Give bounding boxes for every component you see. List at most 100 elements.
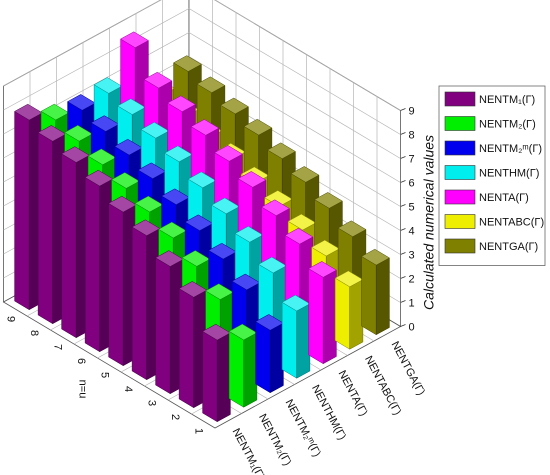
x-tick-label: 2 [169, 414, 181, 420]
z-tick-label: 6 [409, 178, 415, 190]
legend-swatch [444, 91, 476, 107]
legend-label: NENTHM(Γ) [479, 168, 539, 180]
legend-swatch [444, 189, 476, 205]
x-tick-label: 1 [192, 428, 204, 434]
z-tick-label: 0 [409, 322, 415, 334]
bar-face-top [164, 145, 193, 163]
legend-label: NENTM₂ᵐ(Γ) [479, 143, 542, 155]
series-axis-label: NENTA(Γ) [336, 369, 370, 419]
bar-face-front [131, 226, 147, 381]
bar-face-top [258, 256, 287, 274]
z-tick [400, 180, 406, 183]
legend-item: NENTM₂(Γ) [444, 116, 536, 131]
bar [131, 219, 161, 381]
legend-label: NENTM₁(Γ) [479, 94, 535, 106]
bar [308, 261, 337, 365]
bar [281, 294, 311, 379]
bar [334, 270, 364, 350]
bar-face-top [173, 55, 202, 72]
bar-face-front [228, 330, 244, 408]
bar-face-top [290, 166, 320, 183]
bar-face-top [334, 270, 364, 288]
legend-label: NENTM₂(Γ) [479, 119, 536, 131]
bar-face-front [281, 301, 297, 379]
bar-face-top [187, 171, 217, 189]
bar-face-top [120, 31, 149, 48]
z-tick-label: 2 [409, 274, 415, 286]
bar-face-top [261, 199, 290, 216]
z-tick [400, 132, 406, 135]
series-axis-label: NENTGA(Γ) [389, 340, 427, 398]
bar-face-side [375, 257, 390, 336]
bar-face-top [202, 323, 231, 341]
bar-face-top [155, 250, 184, 267]
z-tick [400, 156, 406, 159]
bar-face-front [155, 257, 171, 395]
legend: NENTM₁(Γ) NENTM₂(Γ) NENTM₂ᵐ(Γ) NENTHM(Γ) NEN… [438, 85, 546, 266]
bar-face-front [84, 176, 100, 353]
bar-face-top [64, 125, 93, 142]
bar-face-top [181, 250, 211, 267]
legend-item: NENTA(Γ) [444, 189, 529, 205]
bar-face-top [14, 103, 43, 121]
series-axis-label: NENTHM(Γ) [309, 383, 348, 442]
bar-face-front [361, 255, 377, 336]
series-axis-label: NENTABC(Γ) [362, 354, 403, 417]
bar [202, 323, 231, 423]
bar-face-front [37, 132, 53, 325]
legend-label: NENTABC(Γ) [479, 217, 544, 229]
bar-face-side [216, 332, 231, 423]
bar-face-top [40, 103, 70, 121]
bar-face-top [231, 273, 261, 291]
x-tick-label: 6 [75, 358, 87, 364]
bar-face-side [349, 279, 364, 350]
z-axis-title: Calculated numerical values [421, 135, 437, 310]
bar-face-top [143, 71, 173, 89]
z-tick-label: 7 [409, 154, 415, 166]
bars [14, 31, 390, 423]
bar-face-top [137, 162, 167, 179]
bar-face-top [234, 226, 264, 243]
bar-face-top [108, 195, 137, 213]
legend-item: NENTM₂ᵐ(Γ) [444, 140, 542, 156]
bar-face-top [61, 146, 90, 163]
z-tick [400, 324, 406, 327]
bar-face-front [308, 268, 324, 365]
bar-face-top [111, 172, 140, 189]
legend-item: NENTABC(Γ) [444, 214, 544, 229]
bar-face-top [184, 214, 214, 231]
bar-face-top [90, 115, 120, 132]
x-tick-label: 7 [51, 344, 63, 350]
legend-label: NENTGA(Γ) [479, 241, 538, 253]
bar-face-front [108, 202, 124, 367]
legend-item: NENTM₁(Γ) [444, 91, 535, 107]
bar [361, 248, 390, 336]
bar-face-top [264, 190, 293, 207]
bar-face-front [14, 110, 30, 311]
z-tick [400, 204, 406, 207]
bar-face-top [178, 281, 208, 298]
bar-face-top [87, 148, 117, 166]
series-axis-label: NENTM₂ᵐ(Γ) [283, 398, 323, 459]
bar-face-side [322, 269, 337, 365]
bar-face-top [84, 169, 114, 187]
bar-face-top [37, 125, 67, 142]
bar-face-side [243, 332, 258, 408]
bar-face-top [255, 314, 284, 331]
bar-face-top [214, 145, 243, 162]
bar-face-top [237, 171, 267, 188]
bar-face-top [167, 95, 196, 112]
bar-face-top [311, 239, 340, 257]
bar-face-top [114, 138, 143, 156]
legend-swatch [444, 116, 476, 131]
bar-face-top [211, 197, 240, 215]
bar-face-top [284, 227, 314, 245]
series-axis-label: NENTM₁(Γ) [230, 427, 267, 475]
legend-swatch [444, 214, 476, 229]
x-tick-label: 5 [98, 372, 110, 378]
z-tick-label: 3 [409, 250, 415, 262]
bar-face-side [296, 303, 311, 379]
bar-face-top [161, 188, 190, 205]
bar-face-top [158, 221, 187, 239]
legend-item: NENTGA(Γ) [444, 238, 538, 254]
